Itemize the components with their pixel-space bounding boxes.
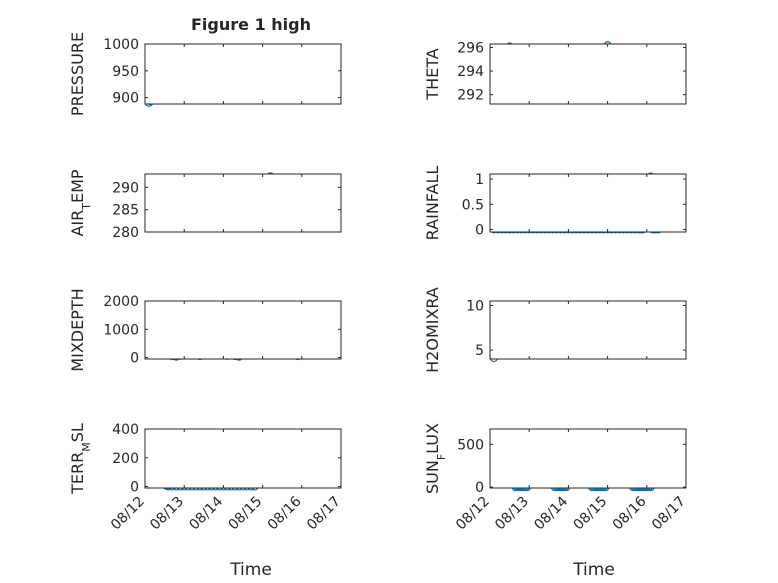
y-tick-label: 296	[457, 41, 484, 57]
y-axis-label: TERRMSL	[68, 423, 93, 495]
x-tick-label: 08/14	[186, 493, 226, 533]
axes-box	[489, 173, 687, 233]
axes-box	[489, 43, 687, 105]
y-tick-label: 10	[466, 298, 484, 314]
subplot-mixdepth: 0 1000 2000 MIXDEPTH	[68, 288, 342, 372]
y-axis-label: RAINFALL	[423, 166, 442, 241]
subplot-air-temp: 280 285 290 AIRTEMP	[68, 169, 342, 241]
x-axis-label-left: Time	[229, 560, 272, 580]
axes-box	[144, 428, 342, 489]
x-tick-label: 08/12	[453, 494, 493, 534]
x-tick-label: 08/17	[304, 494, 344, 534]
y-tick-label: 500	[457, 437, 484, 453]
y-tick-label: 200	[112, 451, 139, 467]
figure-title: Figure 1 high	[191, 15, 311, 34]
y-tick-label: 5	[475, 343, 484, 359]
axes-box	[144, 300, 342, 360]
y-tick-label: 285	[112, 203, 139, 219]
x-tick-label: 08/15	[571, 494, 611, 534]
x-tick-label: 08/16	[610, 493, 650, 533]
y-axis-label: SUNFLUX	[423, 423, 448, 494]
subplot-h2omixra: 5 10 H2OMIXRA	[423, 287, 687, 373]
y-tick-label: 280	[112, 225, 139, 241]
y-tick-label: 0	[475, 222, 484, 238]
y-tick-label: 0	[130, 480, 139, 496]
subplot-sun-flux: 0 500 08/12 08/13 08/14 08/15 08/16 08/17 SUNFLU…	[423, 423, 689, 533]
subplot-terr-msl: 0 200 400 08/12 08/13 08/14 08/15 08/16 08/17 TER…	[68, 422, 344, 533]
x-tick-label: 08/16	[265, 493, 305, 533]
y-tick-label: 292	[457, 88, 484, 104]
x-axis-label-right: Time	[572, 560, 615, 580]
y-tick-label: 950	[112, 64, 139, 80]
y-tick-label: 290	[112, 180, 139, 196]
subplot-pressure: 900 950 1000 PRESSURE	[68, 32, 342, 116]
axes-box	[144, 173, 342, 233]
y-tick-label: 0	[475, 480, 484, 496]
axes-box	[144, 43, 342, 105]
x-tick-label: 08/14	[531, 493, 571, 533]
x-tick-label: 08/17	[649, 494, 689, 534]
axes-box	[489, 300, 687, 360]
axes-box	[489, 428, 687, 489]
y-tick-label: 1	[475, 172, 484, 188]
y-tick-label: 2000	[103, 294, 139, 310]
subplot-theta: 292 294 296 THETA	[423, 41, 687, 105]
x-tick-label: 08/15	[226, 494, 266, 534]
y-axis-label: H2OMIXRA	[423, 287, 442, 373]
y-tick-label: 1000	[103, 322, 139, 338]
y-tick-label: 0.5	[462, 197, 484, 213]
y-axis-label: THETA	[423, 48, 442, 100]
x-tick-label: 08/13	[147, 494, 187, 534]
subplot-rainfall: 0 0.5 1 RAINFALL	[423, 166, 687, 241]
x-tick-label: 08/12	[108, 494, 148, 534]
y-tick-label: 900	[112, 91, 139, 107]
y-tick-label: 400	[112, 422, 139, 438]
y-tick-label: 1000	[103, 37, 139, 53]
y-axis-label: AIRTEMP	[68, 169, 93, 236]
x-tick-label: 08/13	[492, 494, 532, 534]
y-axis-label: MIXDEPTH	[68, 288, 87, 371]
y-axis-label: PRESSURE	[68, 32, 87, 116]
y-tick-label: 294	[457, 64, 484, 80]
y-tick-label: 0	[130, 351, 139, 367]
